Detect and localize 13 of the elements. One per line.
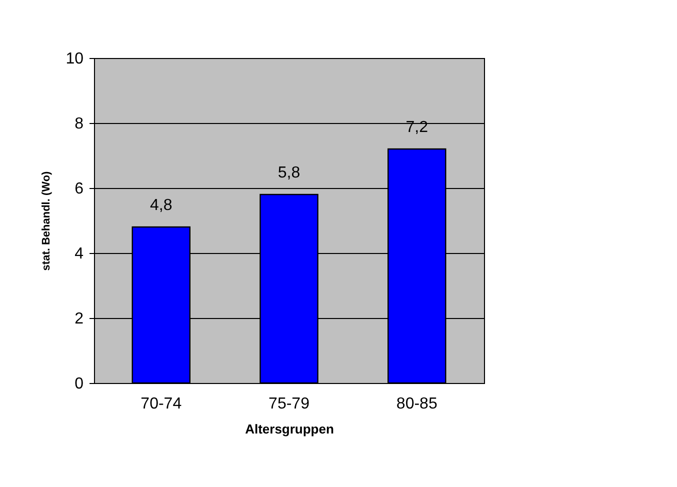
x-axis-title: Altersgruppen bbox=[245, 422, 334, 436]
x-tick-label: 70-74 bbox=[140, 396, 182, 412]
y-tick-label: 2 bbox=[74, 310, 84, 328]
data-label: 5,8 bbox=[278, 164, 300, 182]
y-tick-label: 4 bbox=[74, 246, 84, 262]
x-tick-label: 80-85 bbox=[396, 396, 438, 412]
data-label: 4,8 bbox=[150, 197, 172, 214]
y-axis-title: stat. Behandl. (Wo) bbox=[40, 170, 53, 271]
y-tick-label: 10 bbox=[66, 50, 84, 68]
y-tick-label: 8 bbox=[74, 116, 84, 132]
x-tick-label: 75-79 bbox=[268, 396, 310, 412]
y-tick-label: 6 bbox=[74, 180, 84, 198]
y-tick-label: 0 bbox=[74, 376, 84, 392]
